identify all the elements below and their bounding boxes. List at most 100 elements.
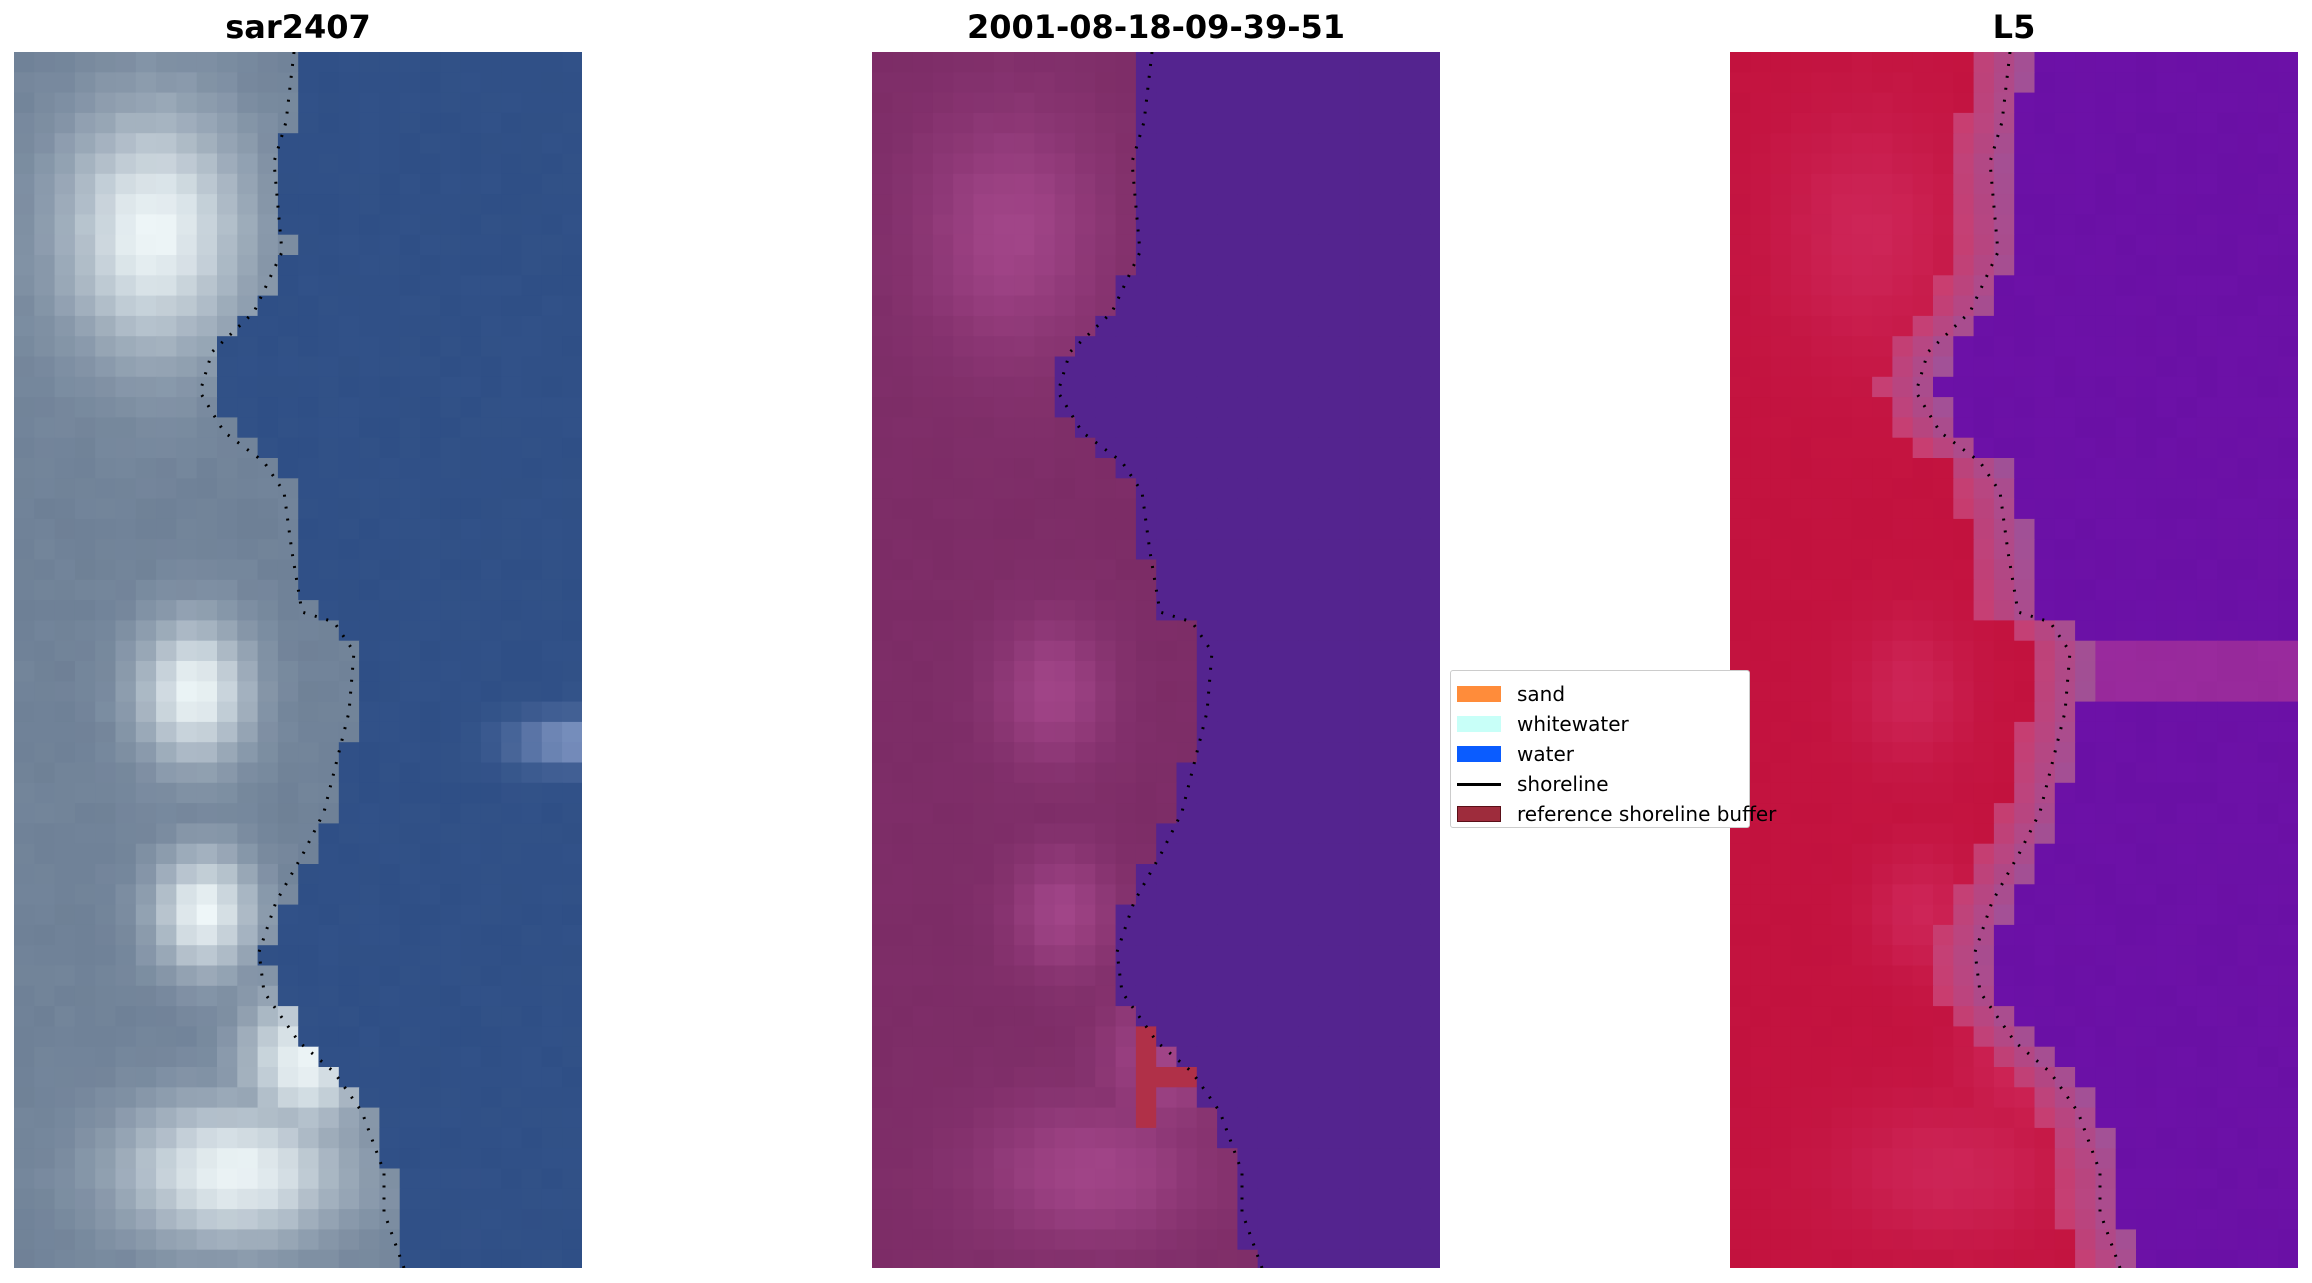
pixel — [1933, 52, 1954, 73]
pixel — [1851, 742, 1873, 764]
pixel — [196, 661, 218, 682]
pixel — [872, 620, 893, 642]
pixel — [2014, 1087, 2036, 1109]
pixel — [1156, 884, 1178, 906]
pixel — [912, 1107, 934, 1129]
pixel — [338, 904, 360, 926]
pixel — [1237, 92, 1259, 114]
pixel — [1278, 600, 1299, 621]
pixel — [2034, 985, 2056, 1007]
pixel — [1338, 1168, 1360, 1190]
pixel — [2034, 742, 2056, 764]
pixel — [932, 965, 954, 987]
pixel — [1075, 640, 1096, 662]
pixel — [217, 194, 238, 215]
pixel — [932, 1168, 954, 1190]
pixel — [1851, 701, 1873, 723]
pixel — [54, 904, 76, 926]
pixel — [480, 579, 502, 601]
pixel — [2115, 498, 2137, 520]
pixel — [1379, 376, 1401, 398]
pixel — [912, 1067, 934, 1088]
pixel — [1790, 620, 1812, 642]
pixel — [176, 640, 198, 662]
pixel — [1973, 864, 1995, 885]
pixel — [1750, 356, 1772, 378]
pixel — [2217, 1006, 2239, 1027]
pixel — [1379, 72, 1401, 94]
pixel — [54, 539, 76, 561]
pixel — [562, 803, 582, 824]
pixel — [1176, 640, 1198, 662]
pixel — [1953, 194, 1975, 215]
pixel — [1338, 843, 1360, 865]
pixel — [1115, 1067, 1137, 1088]
pixel — [379, 214, 401, 236]
pixel — [1237, 782, 1259, 804]
pixel — [1790, 579, 1812, 601]
pixel — [2014, 803, 2036, 824]
pixel — [1933, 214, 1954, 236]
pixel — [1054, 1046, 1076, 1068]
pixel — [1115, 539, 1137, 561]
pixel — [2136, 742, 2157, 764]
pixel — [54, 600, 76, 621]
pixel — [176, 823, 198, 845]
pixel — [1196, 1148, 1218, 1170]
pixel — [2034, 1148, 2056, 1170]
pixel — [521, 52, 543, 73]
pixel — [1034, 255, 1056, 276]
pixel — [521, 336, 543, 358]
pixel — [135, 397, 157, 418]
pixel — [1278, 498, 1299, 520]
pixel — [359, 478, 380, 500]
pixel — [1176, 153, 1198, 175]
pixel — [257, 112, 279, 134]
pixel — [1176, 904, 1198, 926]
pixel — [420, 1188, 441, 1210]
pixel — [338, 112, 360, 134]
pixel — [34, 681, 56, 703]
pixel — [1156, 803, 1178, 824]
pixel — [1912, 782, 1934, 804]
pixel — [54, 1209, 76, 1230]
pixel — [196, 72, 218, 94]
pixel — [257, 924, 279, 946]
pixel — [1973, 275, 1995, 297]
pixel — [480, 904, 502, 926]
pixel — [115, 742, 137, 764]
pixel — [196, 985, 218, 1007]
pixel — [460, 965, 482, 987]
pixel — [1338, 458, 1360, 479]
pixel — [1831, 945, 1853, 967]
pixel — [176, 600, 198, 621]
pixel — [892, 661, 914, 682]
pixel — [379, 295, 401, 317]
pixel — [298, 884, 320, 906]
pixel — [1892, 275, 1914, 297]
pixel — [2156, 640, 2178, 662]
pixel — [2196, 701, 2218, 723]
pixel — [420, 1209, 441, 1230]
pixel — [2156, 803, 2178, 824]
pixel — [1953, 1087, 1975, 1109]
pixel — [440, 803, 462, 824]
pixel — [14, 681, 35, 703]
pixel — [1359, 194, 1381, 215]
pixel — [521, 458, 543, 479]
pixel — [298, 1046, 320, 1068]
pixel — [932, 701, 954, 723]
pixel — [892, 376, 914, 398]
pixel — [95, 640, 117, 662]
pixel — [1278, 559, 1299, 581]
pixel — [2257, 1127, 2279, 1149]
pixel — [1196, 864, 1218, 885]
pixel — [14, 417, 35, 439]
pixel — [156, 112, 177, 134]
pixel — [501, 356, 523, 378]
pixel — [480, 762, 502, 784]
pixel — [156, 1209, 177, 1230]
pixel — [1237, 72, 1259, 94]
pixel — [912, 518, 934, 540]
pixel — [1420, 1087, 1440, 1109]
